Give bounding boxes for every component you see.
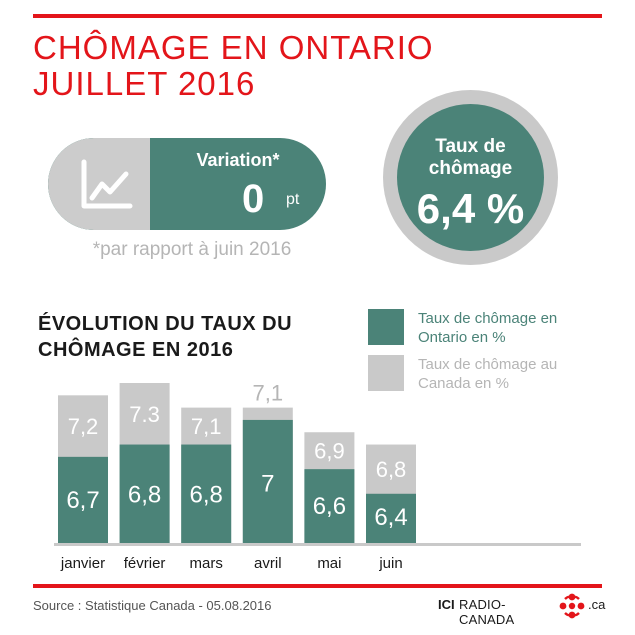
- label-canada-4: 6,9: [314, 439, 345, 464]
- bar-ontario-3: [242, 419, 293, 543]
- label-ontario-0: 6,7: [66, 487, 99, 514]
- chart-title-line1: ÉVOLUTION DU TAUX DU: [38, 313, 293, 335]
- taux-value: 6,4 %: [416, 185, 525, 232]
- legend-canada: Taux de chômage au Canada en %: [368, 355, 608, 395]
- bar-ontario-1: [119, 444, 170, 543]
- variation-unit: pt: [286, 191, 300, 208]
- label-canada-1: 7.3: [129, 402, 160, 427]
- label-canada-5: 6,8: [376, 457, 407, 482]
- variation-note: *par rapport à juin 2016: [92, 239, 292, 260]
- category-label-4: mai: [317, 555, 341, 572]
- variation-panel: Variation* 0 pt: [48, 138, 326, 230]
- legend-ontario-line1: Taux de chômage en: [418, 310, 558, 327]
- category-label-0: janvier: [60, 555, 105, 572]
- category-label-2: mars: [190, 555, 223, 572]
- top-rule: [33, 14, 602, 18]
- legend-swatch-canada: [368, 355, 404, 391]
- variation-value: 0: [242, 177, 265, 221]
- label-canada-3: 7,1: [253, 381, 284, 406]
- category-label-3: avril: [254, 555, 282, 572]
- page-title-line2: JUILLET 2016: [33, 65, 256, 102]
- chart-title: ÉVOLUTION DU TAUX DU CHÔMAGE EN 2016: [38, 311, 292, 363]
- legend-ontario-line2: Ontario en %: [418, 329, 506, 346]
- legend-canada-line1: Taux de chômage au: [418, 356, 558, 373]
- taux-label-line2: chômage: [428, 158, 513, 179]
- legend-swatch-ontario: [368, 309, 404, 345]
- brand-name: RADIO-CANADA: [459, 597, 515, 627]
- label-ontario-3: 7: [261, 471, 274, 498]
- category-label-1: février: [124, 555, 166, 572]
- label-ontario-4: 6,6: [313, 493, 346, 520]
- taux-label: Taux de chômage: [397, 136, 544, 180]
- legend-label-canada: Taux de chômage au Canada en %: [418, 355, 557, 393]
- taux-circle: Taux de chômage 6,4 %: [383, 90, 558, 265]
- chart-title-line2: CHÔMAGE EN 2016: [38, 339, 234, 361]
- legend-canada-line2: Canada en %: [418, 375, 509, 392]
- label-canada-0: 7,2: [68, 414, 99, 439]
- bottom-rule: [33, 584, 602, 588]
- page-title: CHÔMAGE EN ONTARIO JUILLET 2016: [33, 30, 434, 102]
- label-ontario-5: 6,4: [374, 504, 407, 531]
- bar-ontario-0: [58, 456, 108, 543]
- bar-ontario-5: [366, 493, 416, 543]
- radio-canada-logo-icon: [559, 593, 585, 619]
- source-note: Source : Statistique Canada - 05.08.2016: [33, 598, 272, 613]
- label-ontario-1: 6,8: [128, 482, 161, 509]
- label-ontario-2: 6,8: [190, 482, 223, 509]
- category-label-5: juin: [378, 555, 402, 572]
- variation-label: Variation*: [196, 150, 280, 170]
- bar-ontario-2: [181, 444, 232, 543]
- taux-label-line1: Taux de: [435, 136, 506, 157]
- line-chart-icon: [81, 159, 133, 209]
- brand-domain: .ca: [588, 597, 606, 612]
- taux-circle-inner: Taux de chômage 6,4 %: [397, 104, 544, 251]
- legend-label-ontario: Taux de chômage en Ontario en %: [418, 309, 557, 347]
- legend-ontario: Taux de chômage en Ontario en %: [368, 309, 608, 349]
- brand-ici: ICI: [438, 597, 455, 612]
- bar-ontario-4: [304, 469, 355, 543]
- page-title-line1: CHÔMAGE EN ONTARIO: [33, 29, 434, 66]
- label-canada-2: 7,1: [191, 414, 222, 439]
